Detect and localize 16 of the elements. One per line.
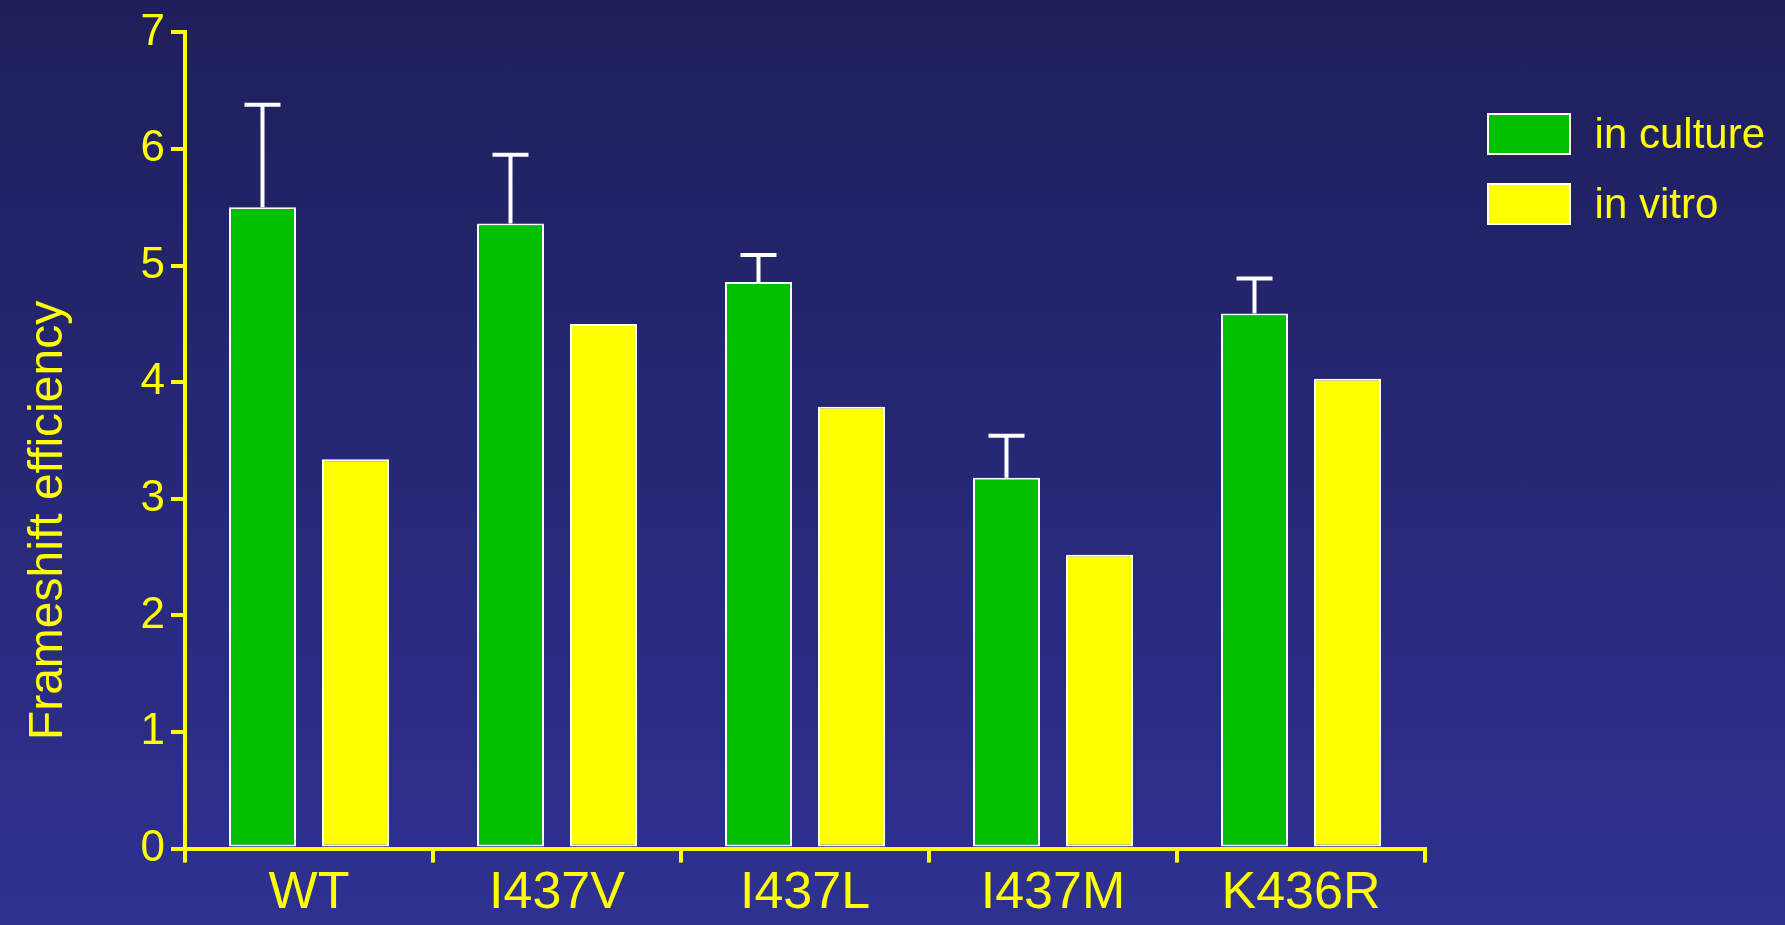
legend-label: in vitro bbox=[1594, 180, 1719, 228]
x-tick-label: I437V bbox=[489, 861, 626, 920]
y-tick-label: 0 bbox=[140, 820, 165, 870]
x-tick-label: K436R bbox=[1221, 861, 1381, 920]
y-tick-label: 4 bbox=[140, 354, 165, 404]
x-tick-label: I437L bbox=[739, 861, 871, 920]
y-tick-label: 1 bbox=[140, 704, 165, 754]
y-axis-title: Frameshift efficiency bbox=[19, 300, 73, 741]
text: in culture bbox=[1594, 110, 1765, 158]
y-tick-label: 6 bbox=[140, 121, 165, 171]
y-tick-label: 7 bbox=[140, 4, 165, 54]
x-tick-label: I437M bbox=[980, 861, 1126, 920]
x-tick-label: WT bbox=[268, 861, 350, 920]
y-tick-label: 5 bbox=[140, 237, 165, 287]
y-tick-label: 3 bbox=[140, 470, 165, 520]
y-tick-label: 2 bbox=[140, 587, 165, 637]
